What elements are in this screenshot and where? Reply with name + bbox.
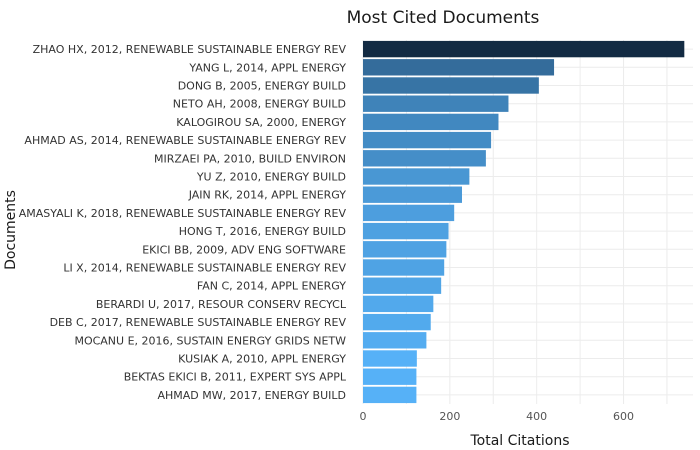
category-label: KUSIAK A, 2010, APPL ENERGY bbox=[178, 353, 346, 366]
bar bbox=[363, 168, 470, 185]
bar bbox=[363, 77, 539, 94]
x-tick-labels: 0 200 400 600 bbox=[360, 410, 635, 423]
bar bbox=[363, 131, 492, 149]
bar bbox=[363, 241, 447, 258]
x-tick-label: 600 bbox=[613, 410, 634, 423]
chart-title: Most Cited Documents bbox=[347, 8, 540, 28]
category-label: NETO AH, 2008, ENERGY BUILD bbox=[173, 98, 346, 111]
category-label: BEKTAS EKICI B, 2011, EXPERT SYS APPL bbox=[124, 371, 347, 384]
category-labels: ZHAO HX, 2012, RENEWABLE SUSTAINABLE ENE… bbox=[19, 43, 347, 402]
bar bbox=[363, 222, 449, 240]
bars bbox=[363, 40, 685, 404]
bar bbox=[363, 95, 509, 112]
category-label: YU Z, 2010, ENERGY BUILD bbox=[196, 171, 346, 184]
category-label: KALOGIROU SA, 2000, ENERGY bbox=[176, 116, 346, 129]
category-label: YANG L, 2014, APPL ENERGY bbox=[188, 61, 346, 74]
bar bbox=[363, 204, 455, 222]
category-label: LI X, 2014, RENEWABLE SUSTAINABLE ENERGY… bbox=[63, 262, 346, 275]
category-label: JAIN RK, 2014, APPL ENERGY bbox=[188, 189, 347, 202]
category-label: DEB C, 2017, RENEWABLE SUSTAINABLE ENERG… bbox=[50, 316, 347, 329]
category-label: AHMAD MW, 2017, ENERGY BUILD bbox=[157, 389, 346, 402]
bar bbox=[363, 368, 417, 385]
category-label: MOCANU E, 2016, SUSTAIN ENERGY GRIDS NET… bbox=[74, 334, 346, 347]
bar bbox=[363, 277, 442, 294]
bar bbox=[363, 295, 434, 313]
category-label: MIRZAEI PA, 2010, BUILD ENVIRON bbox=[154, 152, 346, 165]
category-label: EKICI BB, 2009, ADV ENG SOFTWARE bbox=[142, 243, 346, 256]
x-tick-label: 200 bbox=[439, 410, 460, 423]
bar bbox=[363, 113, 499, 131]
bar bbox=[363, 259, 445, 276]
bar bbox=[363, 150, 486, 167]
bar bbox=[363, 350, 417, 367]
category-label: AHMAD AS, 2014, RENEWABLE SUSTAINABLE EN… bbox=[24, 134, 346, 147]
x-axis-title: Total Citations bbox=[470, 433, 570, 449]
grid-lines bbox=[362, 40, 693, 404]
bar bbox=[363, 40, 685, 58]
category-label: AMASYALI K, 2018, RENEWABLE SUSTAINABLE … bbox=[19, 207, 347, 220]
bar bbox=[363, 59, 555, 76]
category-label: HONG T, 2016, ENERGY BUILD bbox=[179, 225, 346, 238]
category-label: DONG B, 2005, ENERGY BUILD bbox=[178, 80, 346, 93]
bar bbox=[363, 386, 417, 404]
category-label: BERARDI U, 2017, RESOUR CONSERV RECYCL bbox=[96, 298, 347, 311]
bar bbox=[363, 186, 462, 203]
category-label: FAN C, 2014, APPL ENERGY bbox=[197, 280, 346, 293]
y-axis-title: Documents bbox=[3, 190, 19, 270]
bar bbox=[363, 332, 427, 349]
x-tick-label: 400 bbox=[526, 410, 547, 423]
category-label: ZHAO HX, 2012, RENEWABLE SUSTAINABLE ENE… bbox=[33, 43, 347, 56]
x-tick-label: 0 bbox=[360, 410, 367, 423]
bar bbox=[363, 313, 431, 331]
